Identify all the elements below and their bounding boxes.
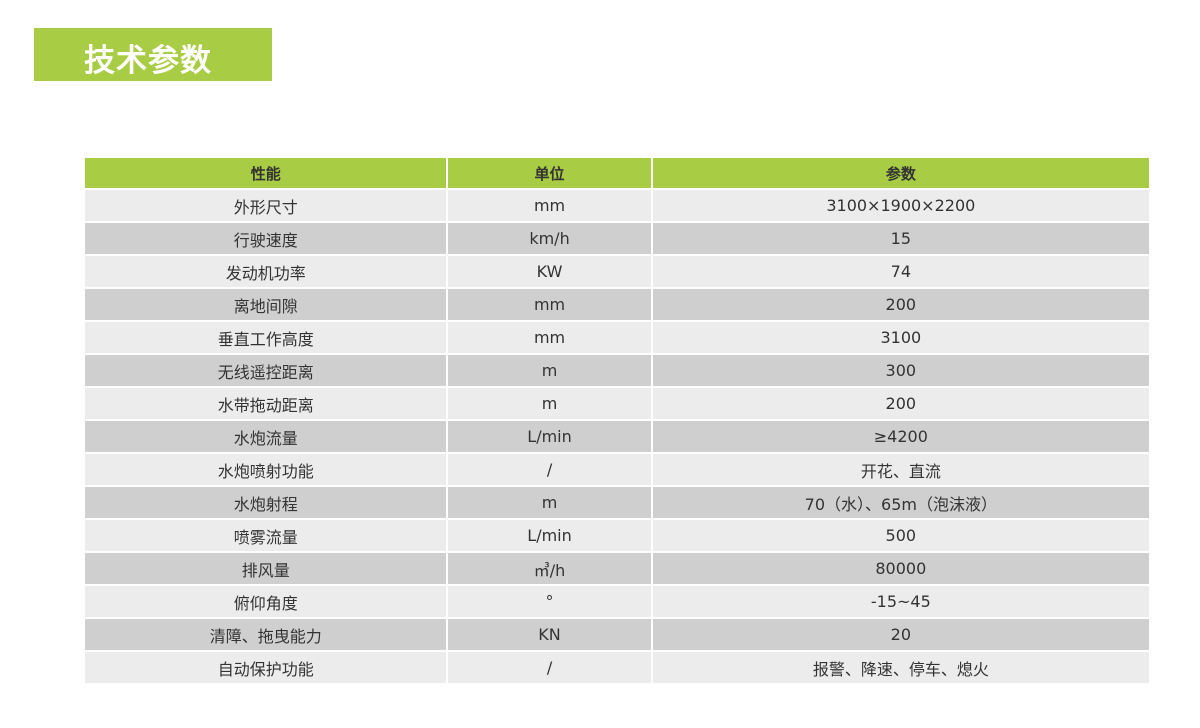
table-row: 水带拖动距离 m 200 — [85, 388, 1149, 419]
parameter-cell: 20 — [652, 619, 1149, 650]
header-unit: 单位 — [448, 158, 651, 188]
unit-cell: ° — [448, 586, 651, 617]
unit-cell: / — [448, 652, 651, 683]
performance-cell: 垂直工作高度 — [85, 322, 447, 353]
unit-cell: L/min — [448, 520, 651, 551]
unit-cell: KN — [448, 619, 651, 650]
table-row: 清障、拖曳能力 KN 20 — [85, 619, 1149, 650]
parameter-cell: 500 — [652, 520, 1149, 551]
performance-cell: 自动保护功能 — [85, 652, 447, 683]
parameter-cell: 报警、降速、停车、熄火 — [652, 652, 1149, 683]
performance-cell: 水炮射程 — [85, 487, 447, 518]
unit-cell: ㎥/h — [448, 553, 651, 584]
header-parameter: 参数 — [652, 158, 1149, 188]
parameter-cell: 3100 — [652, 322, 1149, 353]
unit-cell: mm — [448, 190, 651, 221]
performance-cell: 行驶速度 — [85, 223, 447, 254]
table-row: 俯仰角度 ° -15~45 — [85, 586, 1149, 617]
performance-cell: 离地间隙 — [85, 289, 447, 320]
table-row: 水炮喷射功能 / 开花、直流 — [85, 454, 1149, 485]
parameter-cell: 70（水）、65m（泡沫液） — [652, 487, 1149, 518]
parameter-cell: ≥4200 — [652, 421, 1149, 452]
unit-cell: / — [448, 454, 651, 485]
section-title: 技术参数 — [84, 43, 212, 79]
parameter-cell: 15 — [652, 223, 1149, 254]
performance-cell: 喷雾流量 — [85, 520, 447, 551]
parameter-cell: 3100×1900×2200 — [652, 190, 1149, 221]
parameter-cell: 80000 — [652, 553, 1149, 584]
table-row: 离地间隙 mm 200 — [85, 289, 1149, 320]
unit-cell: L/min — [448, 421, 651, 452]
spec-table: 性能 单位 参数 外形尺寸 mm 3100×1900×2200 行驶速度 km/h 15 发… — [83, 156, 1151, 685]
parameter-cell: 74 — [652, 256, 1149, 287]
performance-cell: 排风量 — [85, 553, 447, 584]
performance-cell: 外形尺寸 — [85, 190, 447, 221]
unit-cell: KW — [448, 256, 651, 287]
unit-cell: mm — [448, 289, 651, 320]
unit-cell: km/h — [448, 223, 651, 254]
table-row: 水炮流量 L/min ≥4200 — [85, 421, 1149, 452]
header-performance: 性能 — [85, 158, 447, 188]
parameter-cell: -15~45 — [652, 586, 1149, 617]
parameter-cell: 300 — [652, 355, 1149, 386]
section-title-banner: 技术参数 — [34, 28, 272, 81]
table-row: 喷雾流量 L/min 500 — [85, 520, 1149, 551]
table-row: 行驶速度 km/h 15 — [85, 223, 1149, 254]
performance-cell: 俯仰角度 — [85, 586, 447, 617]
table-header-row: 性能 单位 参数 — [85, 158, 1149, 188]
table-row: 垂直工作高度 mm 3100 — [85, 322, 1149, 353]
parameter-cell: 200 — [652, 388, 1149, 419]
parameter-cell: 开花、直流 — [652, 454, 1149, 485]
table-row: 外形尺寸 mm 3100×1900×2200 — [85, 190, 1149, 221]
performance-cell: 水炮喷射功能 — [85, 454, 447, 485]
table-row: 排风量 ㎥/h 80000 — [85, 553, 1149, 584]
table-row: 自动保护功能 / 报警、降速、停车、熄火 — [85, 652, 1149, 683]
performance-cell: 无线遥控距离 — [85, 355, 447, 386]
performance-cell: 水炮流量 — [85, 421, 447, 452]
unit-cell: mm — [448, 322, 651, 353]
unit-cell: m — [448, 487, 651, 518]
performance-cell: 清障、拖曳能力 — [85, 619, 447, 650]
unit-cell: m — [448, 355, 651, 386]
unit-cell: m — [448, 388, 651, 419]
table-row: 发动机功率 KW 74 — [85, 256, 1149, 287]
performance-cell: 发动机功率 — [85, 256, 447, 287]
table-row: 水炮射程 m 70（水）、65m（泡沫液） — [85, 487, 1149, 518]
performance-cell: 水带拖动距离 — [85, 388, 447, 419]
parameter-cell: 200 — [652, 289, 1149, 320]
table-row: 无线遥控距离 m 300 — [85, 355, 1149, 386]
